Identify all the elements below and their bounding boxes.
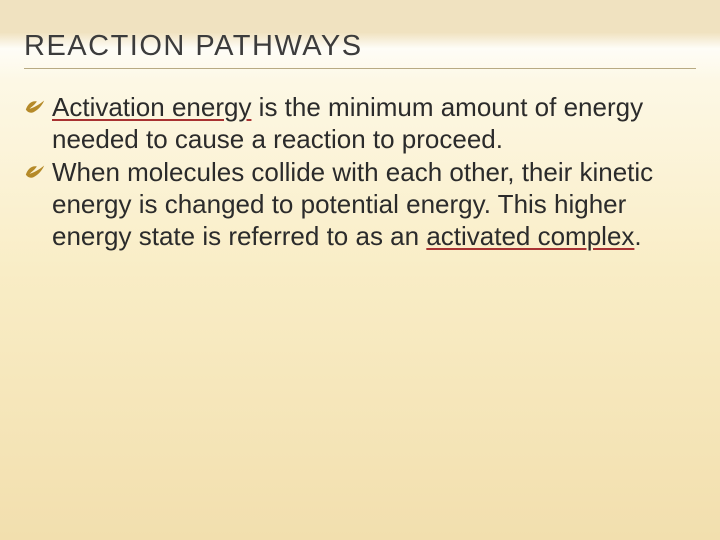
- bullet-text: When molecules collide with each other, …: [52, 157, 653, 250]
- bullet-text: Activation energy is the minimum amount …: [52, 92, 643, 154]
- underlined-term: activated complex: [426, 221, 634, 251]
- leaf-bullet-icon: [24, 161, 48, 185]
- bullet-item: When molecules collide with each other, …: [24, 157, 696, 252]
- text-run: .: [634, 221, 641, 251]
- bullet-item: Activation energy is the minimum amount …: [24, 92, 696, 155]
- slide-title: REACTION PATHWAYS: [24, 30, 363, 63]
- slide-body: Activation energy is the minimum amount …: [24, 92, 696, 255]
- underlined-term: Activation energy: [52, 92, 251, 122]
- leaf-bullet-icon: [24, 96, 48, 120]
- title-underline-rule: [24, 68, 696, 69]
